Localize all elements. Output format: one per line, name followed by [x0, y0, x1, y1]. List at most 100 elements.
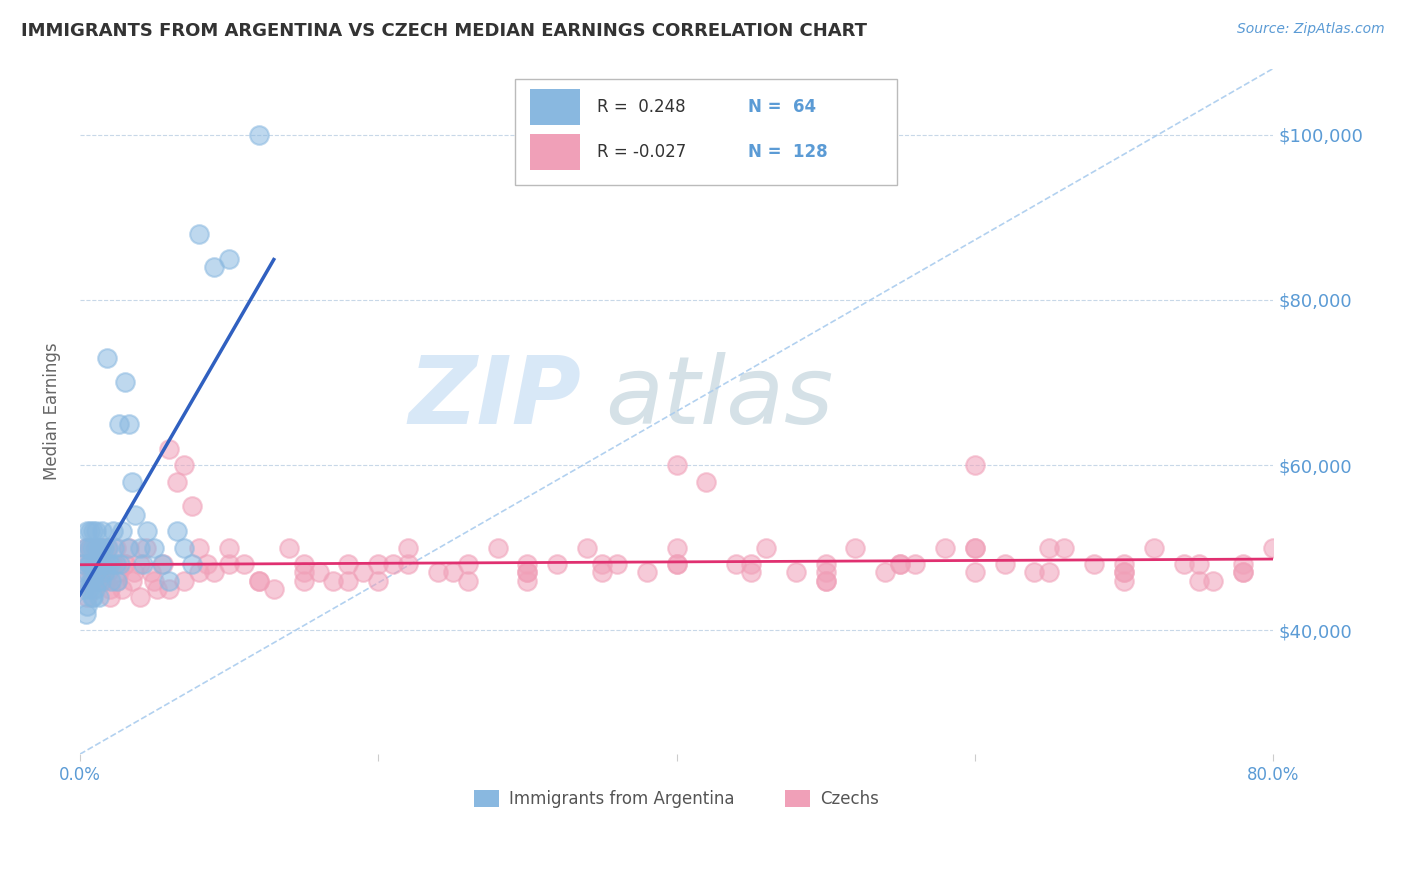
Point — [94, 558, 117, 572]
Point — [904, 558, 927, 572]
Point — [118, 541, 141, 555]
Point — [79, 558, 101, 572]
Point — [107, 566, 129, 580]
Point — [963, 458, 986, 472]
Point — [101, 524, 124, 538]
Point — [98, 591, 121, 605]
Point — [516, 558, 538, 572]
Point — [136, 524, 159, 538]
Point — [591, 566, 613, 580]
Point — [755, 541, 778, 555]
Point — [80, 574, 103, 588]
Point — [111, 582, 134, 596]
Point — [202, 260, 225, 274]
Point — [844, 541, 866, 555]
Point — [1112, 558, 1135, 572]
Point — [97, 566, 120, 580]
Point — [105, 574, 128, 588]
Point — [157, 574, 180, 588]
Point — [79, 524, 101, 538]
Point — [1038, 566, 1060, 580]
Point — [546, 558, 568, 572]
Point — [150, 558, 173, 572]
Point — [128, 558, 150, 572]
Point — [111, 524, 134, 538]
Y-axis label: Median Earnings: Median Earnings — [44, 343, 60, 480]
Point — [1187, 558, 1209, 572]
Point — [1112, 566, 1135, 580]
Point — [1232, 558, 1254, 572]
Point — [292, 558, 315, 572]
Text: N =  128: N = 128 — [748, 144, 828, 161]
Point — [218, 558, 240, 572]
Point — [814, 558, 837, 572]
Point — [82, 524, 104, 538]
Point — [1202, 574, 1225, 588]
Point — [93, 574, 115, 588]
Legend: Immigrants from Argentina, Czechs: Immigrants from Argentina, Czechs — [468, 783, 886, 814]
Point — [84, 558, 107, 572]
Point — [76, 574, 98, 588]
Point — [77, 541, 100, 555]
Point — [91, 524, 114, 538]
Point — [96, 541, 118, 555]
Text: Source: ZipAtlas.com: Source: ZipAtlas.com — [1237, 22, 1385, 37]
Point — [396, 541, 419, 555]
Point — [143, 541, 166, 555]
Point — [337, 574, 360, 588]
Point — [91, 541, 114, 555]
Text: N =  64: N = 64 — [748, 98, 817, 116]
Point — [114, 558, 136, 572]
Point — [188, 541, 211, 555]
Point — [166, 524, 188, 538]
Point — [516, 574, 538, 588]
Point — [665, 558, 688, 572]
Point — [91, 558, 114, 572]
Point — [84, 524, 107, 538]
Point — [457, 558, 479, 572]
Point — [93, 541, 115, 555]
Point — [82, 591, 104, 605]
Point — [101, 558, 124, 572]
Point — [665, 458, 688, 472]
Point — [98, 558, 121, 572]
Point — [188, 227, 211, 241]
Point — [322, 574, 344, 588]
Point — [247, 128, 270, 142]
Point — [665, 558, 688, 572]
Point — [740, 558, 762, 572]
Point — [118, 417, 141, 431]
Point — [247, 574, 270, 588]
Point — [93, 574, 115, 588]
Point — [134, 541, 156, 555]
Point — [367, 574, 389, 588]
Point — [1083, 558, 1105, 572]
Point — [695, 475, 717, 489]
Point — [457, 574, 479, 588]
Point — [76, 599, 98, 613]
Point — [121, 475, 143, 489]
Bar — [530, 135, 579, 170]
Point — [814, 574, 837, 588]
Point — [94, 566, 117, 580]
Point — [89, 558, 111, 572]
Point — [103, 541, 125, 555]
Point — [83, 566, 105, 580]
Point — [963, 566, 986, 580]
Point — [1187, 574, 1209, 588]
Point — [124, 508, 146, 522]
Point — [934, 541, 956, 555]
Point — [82, 558, 104, 572]
Point — [263, 582, 285, 596]
Point — [606, 558, 628, 572]
Text: atlas: atlas — [605, 352, 834, 443]
Point — [128, 541, 150, 555]
Point — [441, 566, 464, 580]
Text: R = -0.027: R = -0.027 — [596, 144, 686, 161]
Point — [740, 566, 762, 580]
Point — [98, 582, 121, 596]
Point — [1112, 574, 1135, 588]
Point — [104, 558, 127, 572]
Point — [83, 582, 105, 596]
Point — [195, 558, 218, 572]
